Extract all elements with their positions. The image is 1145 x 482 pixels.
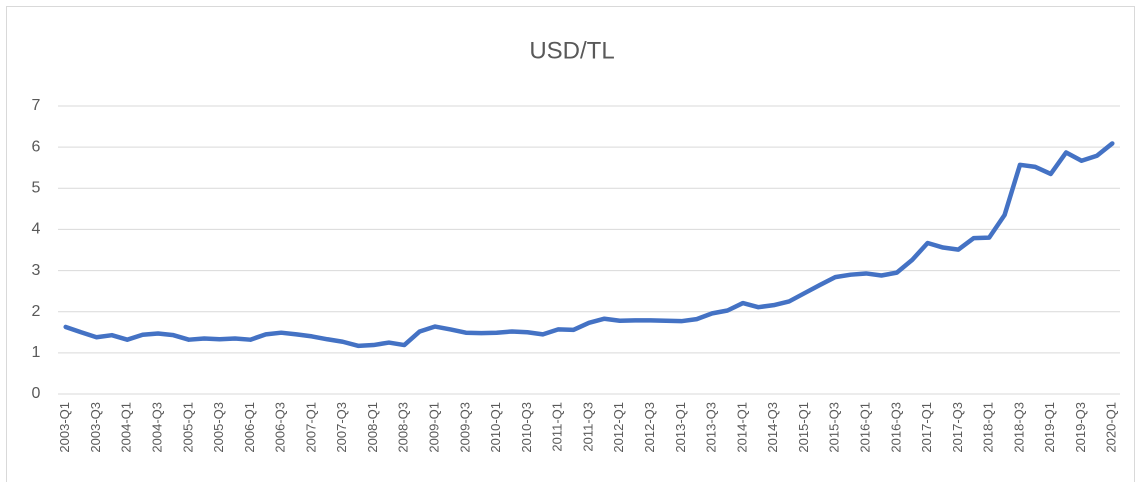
x-tick-label: 2017-Q1 [919,402,934,453]
x-tick-label: 2008-Q3 [396,402,411,453]
x-tick-label: 2010-Q1 [488,402,503,453]
x-tick-label: 2010-Q3 [519,402,534,453]
y-tick-label: 5 [32,180,41,197]
x-tick-label: 2012-Q3 [642,402,657,453]
x-tick-label: 2020-Q1 [1104,402,1119,453]
y-tick-label: 0 [32,385,41,402]
line-series [63,141,1115,349]
x-tick-label: 2009-Q3 [457,402,472,453]
x-tick-label: 2018-Q1 [981,402,996,453]
x-tick-label: 2014-Q1 [734,402,749,453]
x-tick-label: 2015-Q1 [796,402,811,453]
x-tick-label: 2019-Q1 [1042,402,1057,453]
y-tick-label: 7 [32,97,41,114]
chart-border [6,6,1135,482]
x-tick-label: 2014-Q3 [765,402,780,453]
x-tick-label: 2005-Q3 [211,402,226,453]
x-tick-label: 2005-Q1 [180,402,195,453]
chart-title: USD/TL [529,37,614,64]
x-tick-label: 2019-Q3 [1073,402,1088,453]
x-tick-label: 2015-Q3 [827,402,842,453]
x-tick-label: 2004-Q1 [119,402,134,453]
x-tick-label: 2016-Q1 [857,402,872,453]
x-tick-label: 2017-Q3 [950,402,965,453]
x-tick-label: 2007-Q3 [334,402,349,453]
x-tick-label: 2013-Q3 [704,402,719,453]
x-tick-label: 2006-Q3 [273,402,288,453]
y-tick-label: 3 [32,262,41,279]
x-tick-label: 2018-Q3 [1011,402,1026,453]
x-tick-label: 2007-Q1 [303,402,318,453]
x-tick-label: 2012-Q1 [611,402,626,453]
x-tick-label: 2006-Q1 [242,402,257,453]
y-tick-label: 4 [32,221,41,238]
x-tick-label: 2003-Q1 [57,402,72,453]
x-tick-label: 2004-Q3 [149,402,164,453]
y-tick-label: 6 [32,138,41,155]
x-tick-label: 2008-Q1 [365,402,380,453]
x-tick-label: 2011-Q1 [550,402,565,452]
x-tick-label: 2016-Q3 [888,402,903,453]
x-tick-label: 2013-Q1 [673,402,688,453]
y-tick-label: 1 [32,344,41,361]
x-tick-label: 2011-Q3 [580,402,595,452]
x-tick-label: 2009-Q1 [427,402,442,453]
y-tick-label: 2 [32,303,41,320]
x-tick-label: 2003-Q3 [88,402,103,453]
